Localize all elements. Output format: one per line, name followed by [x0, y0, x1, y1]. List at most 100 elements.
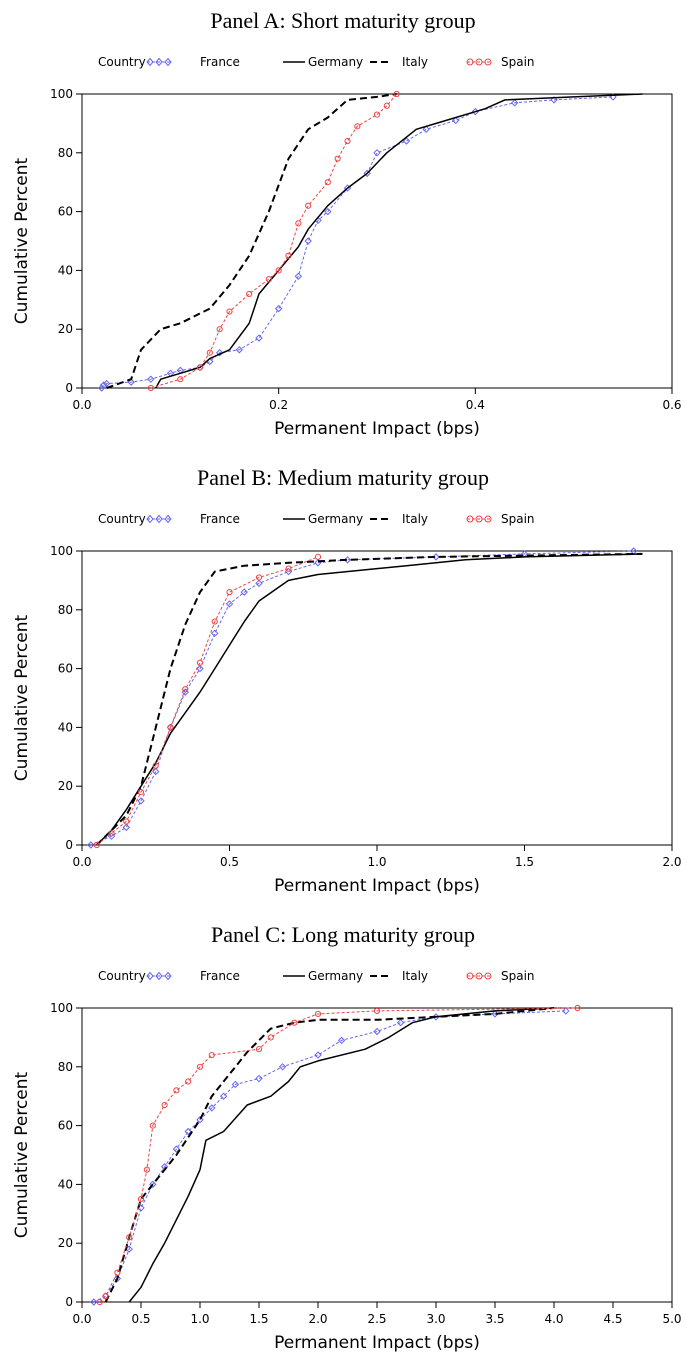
panel-b-point-france-7 — [196, 664, 204, 673]
panel-c-series-germany — [128, 1007, 555, 1303]
panel-a-legend-marker-france-1 — [155, 57, 163, 67]
panel-c-ytick-label-3: 60 — [58, 1119, 73, 1133]
panel-b-point-spain-8 — [211, 618, 218, 625]
panel-c-line-italy — [104, 1007, 555, 1303]
panel-b-point-spain-3 — [137, 788, 145, 796]
panel-a-ytick-label-5: 100 — [50, 87, 73, 101]
panel-b-legend-item-france: France — [146, 512, 240, 526]
panel-a-point-spain-13 — [334, 155, 341, 162]
panel-c-point-spain-16 — [373, 1007, 381, 1015]
panel-a-legend-marker-spain-1 — [475, 58, 483, 66]
panel-b-xtick-label-4: 2.0 — [662, 855, 681, 869]
panel-b-legend-marker-france-0 — [146, 514, 154, 524]
panel-a-series-germany — [155, 93, 643, 389]
panel-a-point-france-16 — [324, 207, 332, 216]
panel-b-legend-item-italy: Italy — [370, 512, 428, 526]
panel-b-series-italy — [96, 552, 643, 846]
panel-c-xtick-label-10: 5.0 — [662, 1312, 681, 1326]
panel-c-point-france-19 — [432, 1013, 440, 1021]
panel-b-series-france — [87, 547, 638, 849]
panel-b-point-france-10 — [240, 588, 248, 596]
panel-a-point-spain-2 — [196, 364, 204, 371]
panel-b-point-france-2 — [122, 823, 130, 832]
panel-c-xtick-label-2: 1.0 — [190, 1312, 209, 1326]
panel-c-point-france-2 — [113, 1274, 122, 1283]
panel-c-point-france-18 — [396, 1018, 405, 1027]
panel-b-plot-frame — [81, 550, 673, 846]
panel-b-ytick-label-5: 100 — [50, 544, 73, 558]
panel-c-ylabel: Cumulative Percent — [12, 1071, 32, 1238]
panel-b-xtick-label-0: 0.0 — [72, 855, 91, 869]
panel-a-legend: Country France Germany Italy Spain — [98, 55, 535, 69]
panel-a-legend-item-france: France — [146, 55, 240, 69]
panel-c-point-spain-15 — [314, 1010, 322, 1017]
panel-a-ytick-label-4: 80 — [58, 146, 73, 160]
panel-c-legend-label-italy: Italy — [402, 969, 428, 983]
panel-c-ytick-label-4: 80 — [58, 1060, 73, 1074]
panel-c-point-france-16 — [337, 1036, 346, 1045]
panel-c-point-spain-14 — [291, 1019, 298, 1026]
panel-a-point-france-19 — [373, 149, 381, 157]
panel-c-legend-marker-spain-2 — [484, 972, 492, 980]
panel-b-ytick-label-4: 80 — [58, 603, 73, 617]
panel-a: Panel A: Short maturity group Country Fra… — [0, 0, 686, 457]
panel-a-point-spain-15 — [354, 123, 361, 130]
panel-a-point-spain-7 — [265, 276, 272, 283]
panel-c-xtick-label-4: 2.0 — [308, 1312, 327, 1326]
panel-b-xtick-label-3: 1.5 — [515, 855, 534, 869]
panel-b-point-spain-1 — [108, 830, 115, 837]
panel-b-xlabel: Permanent Impact (bps) — [274, 876, 480, 896]
panel-b-point-france-14 — [343, 556, 352, 564]
panel-b-ylabel: Cumulative Percent — [12, 614, 32, 781]
panel-c-legend-item-germany: Germany — [283, 969, 363, 983]
panel-b-point-france-3 — [137, 797, 145, 805]
panel-c-legend-marker-france-0 — [146, 971, 154, 981]
panel-a-legend-marker-spain-0 — [466, 58, 474, 66]
panel-a-legend-label-italy: Italy — [402, 55, 428, 69]
panel-a-legend-marker-france-0 — [146, 57, 154, 67]
panel-b-point-spain-4 — [152, 762, 159, 769]
panel-b-point-france-4 — [152, 767, 160, 776]
panel-c-point-spain-4 — [137, 1196, 145, 1203]
panel-a-line-spain — [150, 93, 398, 389]
panel-b-point-spain-10 — [255, 574, 263, 581]
panel-b-line-spain — [96, 556, 319, 846]
panel-a-point-france-4 — [147, 375, 155, 383]
panel-a-title: Panel A: Short maturity group — [210, 8, 476, 33]
chart-panel-b: Country France Germany Italy Spain 0 20 40 60 80 1… — [12, 512, 682, 896]
panel-c: Panel C: Long maturity group Country Fran… — [0, 914, 686, 1371]
panel-a-point-france-25 — [550, 96, 558, 104]
panel-b-point-spain-0 — [93, 841, 100, 849]
panel-a-ytick-label-1: 20 — [58, 322, 73, 336]
panel-c-xtick-label-7: 3.5 — [485, 1312, 504, 1326]
panel-b-line-france — [90, 550, 634, 846]
panel-c-legend-label-france: France — [200, 969, 240, 983]
panel-c-legend-item-italy: Italy — [370, 969, 428, 983]
panel-c-ytick-label-1: 20 — [58, 1236, 73, 1250]
panel-a-series-italy — [106, 93, 397, 389]
panel-c-point-spain-9 — [185, 1078, 192, 1085]
panel-c-point-france-7 — [172, 1145, 181, 1153]
panel-b-legend-label-spain: Spain — [501, 512, 535, 526]
panel-c-point-spain-11 — [208, 1051, 215, 1059]
panel-c-ytick-label-0: 0 — [65, 1295, 73, 1309]
panel-c-point-france-11 — [219, 1092, 228, 1100]
panel-a-point-france-3 — [127, 378, 135, 386]
panel-c-xtick-label-6: 3.0 — [426, 1312, 445, 1326]
panel-a-point-spain-5 — [226, 308, 233, 315]
panel-b-ytick-label-0: 0 — [65, 838, 73, 852]
panel-a-point-france-10 — [235, 346, 244, 354]
panel-c-legend: Country France Germany Italy Spain — [98, 969, 535, 983]
panel-c-point-france-0 — [90, 1298, 98, 1306]
panel-c-legend-marker-france-1 — [155, 971, 163, 981]
chart-panel-c: Country France Germany Italy Spain 0 20 40 60 80 1… — [12, 969, 682, 1353]
panel-c-xtick-label-8: 4.0 — [544, 1312, 563, 1326]
panel-a-point-spain-14 — [344, 137, 351, 145]
panel-c-point-france-15 — [314, 1051, 322, 1059]
panel-b-point-france-0 — [87, 841, 95, 849]
panel-c-plot-frame — [81, 1007, 673, 1303]
panel-a-legend-item-spain: Spain — [466, 55, 535, 69]
panel-a-line-italy — [106, 93, 397, 389]
panel-c-point-france-17 — [373, 1027, 381, 1036]
panel-a-legend-label-spain: Spain — [501, 55, 535, 69]
